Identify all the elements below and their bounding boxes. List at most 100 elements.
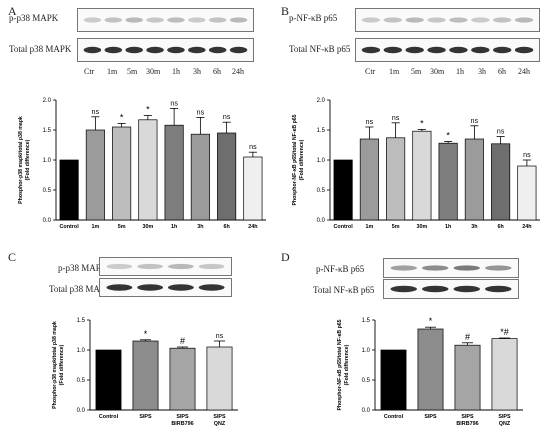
x-tick-label: 6h: [223, 224, 229, 230]
x-tick-label: Control: [334, 224, 354, 230]
blot-d-phospho: [383, 258, 519, 278]
blot-c-total: [99, 278, 232, 297]
blot-band: [208, 46, 227, 54]
bar: [95, 349, 122, 411]
significance-label: *: [120, 112, 124, 122]
blot-image: [355, 8, 540, 32]
lane-label: 3h: [193, 67, 201, 76]
blot-band: [188, 46, 206, 54]
x-tick-label: SIPS: [139, 414, 152, 420]
blot-image: [99, 257, 232, 276]
x-tick-label: SIPS: [213, 414, 226, 420]
lane-label: 6h: [498, 67, 506, 76]
bar: [412, 130, 432, 221]
blot-band: [167, 284, 194, 291]
x-tick-label: 1h: [445, 224, 451, 230]
blot-band: [146, 46, 164, 54]
blot-band: [427, 17, 446, 23]
blot-frame: [77, 8, 254, 32]
x-tick-label: 1h: [171, 224, 177, 230]
significance-label: *: [420, 118, 424, 128]
blot-band: [514, 46, 534, 54]
x-tick-label: 1m: [365, 224, 373, 230]
blot-image: [99, 278, 232, 297]
blot-image: [77, 38, 254, 62]
lane-label: 24h: [518, 67, 530, 76]
blot-band: [106, 284, 133, 291]
x-tick-label: 3h: [197, 224, 203, 230]
blot-c-phospho: [99, 257, 232, 276]
bar: [333, 159, 353, 221]
lane-label: 1m: [389, 67, 400, 76]
blot-band: [405, 46, 424, 54]
blot-band: [453, 265, 480, 271]
x-tick-label: SIPS: [461, 414, 474, 420]
blot-label-a-total: Total p38 MAPK: [9, 44, 72, 54]
blot-band: [83, 17, 102, 23]
blot-band: [125, 17, 143, 23]
blot-frame: [383, 258, 519, 278]
y-tick-label: 0.0: [77, 408, 86, 414]
blot-band: [485, 285, 512, 293]
blot-frame: [99, 278, 232, 297]
y-axis-label: Phosphor-NF-κB p65/total NF-κB p65: [337, 319, 343, 410]
blot-band: [427, 46, 446, 54]
bar: [517, 165, 537, 221]
y-axis-label: Phosphor-NF-κB p65/total NF-κB p65: [292, 114, 298, 205]
y-tick-label: 0.5: [362, 378, 371, 384]
y-tick-label: 1.0: [317, 158, 326, 164]
y-axis-label: (Fold difference): [344, 344, 350, 385]
significance-label: ns: [223, 114, 231, 121]
blot-band: [198, 284, 225, 291]
bar: [112, 126, 132, 221]
lane-label: 30m: [146, 67, 161, 76]
lane-label: 30m: [430, 67, 445, 76]
blot-image: [383, 258, 519, 278]
bar: [169, 347, 196, 411]
blot-a-phospho: [77, 8, 254, 32]
blot-band: [229, 17, 248, 23]
significance-label: ns: [216, 333, 224, 340]
x-tick-label: BIRB796: [171, 421, 193, 427]
significance-label: ns: [497, 129, 505, 136]
x-tick-label: 30m: [142, 224, 153, 230]
lane-label: 5m: [127, 67, 138, 76]
x-tick-label: QNZ: [499, 421, 511, 427]
bar: [417, 328, 444, 411]
panel-letter-b: B: [281, 4, 290, 18]
blot-image: [383, 279, 519, 299]
x-tick-label: Control: [99, 414, 119, 420]
lane-label: 1m: [107, 67, 118, 76]
blot-band: [422, 285, 449, 293]
blot-image: [77, 8, 254, 32]
significance-label: #: [180, 336, 185, 346]
blot-band: [361, 17, 381, 23]
y-axis-label: (Fold difference): [299, 139, 305, 180]
bar: [59, 159, 79, 221]
lane-label: 6h: [213, 67, 221, 76]
significance-label: ns: [92, 109, 100, 116]
lane-label: Ctr: [365, 67, 376, 76]
blot-band: [405, 17, 424, 23]
y-tick-label: 0.5: [43, 188, 52, 194]
bar: [85, 129, 105, 221]
lane-label: 5m: [411, 67, 422, 76]
blot-band: [83, 46, 102, 54]
y-tick-label: 0.5: [77, 378, 86, 384]
bar: [464, 138, 484, 221]
x-tick-label: Control: [60, 224, 80, 230]
blot-band: [167, 17, 185, 23]
significance-label: *: [144, 329, 148, 339]
y-tick-label: 1.5: [362, 318, 371, 324]
lane-label: 1h: [172, 67, 180, 76]
blot-label-d-phospho: p-NF-κB p65: [316, 264, 365, 274]
x-tick-label: 24h: [248, 224, 257, 230]
y-tick-label: 2.0: [317, 98, 326, 104]
bar: [438, 142, 458, 221]
blot-band: [449, 17, 468, 23]
y-axis-label: Phosphor-p38 mapk/total p38 mapk: [18, 116, 24, 204]
blot-band: [485, 265, 512, 271]
blot-band: [198, 263, 225, 270]
blot-band: [390, 285, 417, 293]
blot-band: [383, 17, 402, 23]
